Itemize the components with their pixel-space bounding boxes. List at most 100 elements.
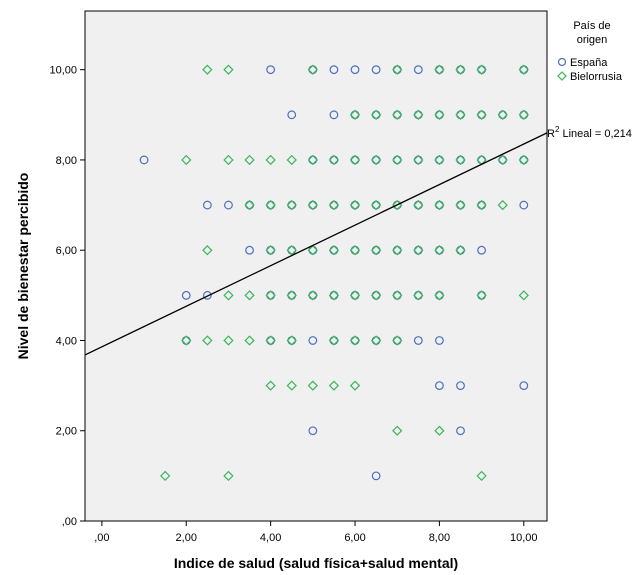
y-tick-label: 8,00: [56, 155, 77, 167]
x-tick-label: 8,00: [429, 532, 450, 544]
data-point-bielorrusia: [370, 245, 382, 256]
data-point-bielorrusia: [265, 335, 276, 346]
x-tick-label: 2,00: [176, 532, 197, 544]
data-point-espana: [477, 245, 487, 255]
data-point-bielorrusia: [392, 290, 403, 301]
x-tick-label: 6,00: [344, 532, 365, 544]
data-point-bielorrusia: [476, 470, 487, 482]
data-point-bielorrusia: [328, 335, 340, 346]
legend-title: origen: [577, 34, 608, 46]
data-point-bielorrusia: [455, 154, 466, 166]
data-point-bielorrusia: [202, 64, 213, 75]
data-point-bielorrusia: [349, 245, 361, 256]
data-point-bielorrusia: [434, 64, 445, 75]
data-point-bielorrusia: [328, 380, 340, 391]
data-point-espana: [287, 110, 297, 120]
data-point-bielorrusia: [328, 290, 340, 301]
data-point-bielorrusia: [286, 199, 297, 211]
data-point-bielorrusia: [223, 154, 234, 166]
data-point-bielorrusia: [286, 335, 297, 346]
data-point-bielorrusia: [286, 380, 297, 391]
data-point-bielorrusia: [307, 64, 318, 75]
data-point-espana: [202, 200, 212, 210]
data-point-bielorrusia: [244, 290, 255, 301]
y-tick-label: 2,00: [56, 426, 77, 438]
data-point-bielorrusia: [455, 245, 466, 256]
data-point-espana: [139, 155, 149, 165]
data-point-bielorrusia: [223, 335, 234, 346]
legend-marker-espana: [557, 57, 567, 67]
data-point-bielorrusia: [476, 199, 487, 211]
legend: País de origen España Bielorrusia: [557, 20, 623, 83]
data-point-espana: [413, 65, 423, 75]
data-point-bielorrusia: [223, 64, 234, 75]
y-axis-title: Nivel de bienestar percibido: [15, 173, 31, 360]
data-point-bielorrusia: [413, 199, 424, 211]
data-point-bielorrusia: [265, 199, 276, 211]
data-point-bielorrusia: [349, 380, 361, 391]
data-point-bielorrusia: [349, 335, 361, 346]
data-point-espana: [413, 336, 423, 345]
data-point-bielorrusia: [202, 335, 213, 346]
data-point-bielorrusia: [455, 199, 466, 211]
plot-area: [84, 10, 548, 522]
data-point-bielorrusia: [265, 245, 276, 256]
data-point-bielorrusia: [392, 154, 403, 166]
data-point-espana: [435, 381, 444, 391]
data-point-espana: [329, 110, 339, 120]
data-point-espana: [202, 290, 212, 300]
y-tick-label: 10,00: [49, 65, 77, 77]
data-point-bielorrusia: [476, 109, 487, 120]
data-point-bielorrusia: [518, 290, 529, 301]
data-point-bielorrusia: [392, 335, 403, 346]
data-point-bielorrusia: [434, 154, 445, 166]
data-point-bielorrusia: [181, 335, 192, 346]
data-point-bielorrusia: [434, 109, 445, 120]
x-tick-label: 10,00: [510, 532, 538, 544]
data-point-espana: [266, 65, 276, 75]
data-point-bielorrusia: [455, 109, 466, 120]
data-point-bielorrusia: [413, 290, 424, 301]
data-point-bielorrusia: [455, 64, 466, 75]
data-point-bielorrusia: [392, 109, 403, 120]
data-point-bielorrusia: [307, 290, 318, 301]
data-point-bielorrusia: [202, 245, 213, 256]
data-point-bielorrusia: [518, 109, 529, 120]
data-point-bielorrusia: [181, 154, 192, 166]
data-point-espana: [519, 381, 529, 391]
data-point-espana: [350, 65, 360, 75]
data-point-bielorrusia: [434, 425, 445, 436]
data-point-bielorrusia: [307, 154, 318, 166]
data-point-bielorrusia: [392, 64, 403, 75]
data-point-bielorrusia: [223, 470, 234, 482]
data-point-bielorrusia: [434, 245, 445, 256]
fit-line-label: R2 Lineal = 0,214: [547, 125, 632, 140]
data-point-espana: [371, 471, 381, 481]
data-point-bielorrusia: [413, 245, 424, 256]
data-point-bielorrusia: [244, 335, 255, 346]
data-point-bielorrusia: [328, 154, 340, 166]
data-point-bielorrusia: [392, 245, 403, 256]
legend-label-bielorrusia: Bielorrusia: [570, 71, 623, 83]
legend-title: País de: [573, 20, 610, 32]
x-axis: ,00 2,00 4,00 6,00 8,00 10,00: [94, 521, 538, 544]
data-point-bielorrusia: [370, 109, 382, 120]
data-point-bielorrusia: [434, 199, 445, 211]
data-point-bielorrusia: [434, 290, 445, 301]
data-point-bielorrusia: [286, 290, 297, 301]
data-point-espana: [329, 65, 339, 75]
y-tick-label: 6,00: [56, 245, 77, 257]
data-point-bielorrusia: [370, 154, 382, 166]
data-point-bielorrusia: [370, 335, 382, 346]
fit-line: [84, 132, 548, 356]
x-tick-label: ,00: [94, 532, 109, 544]
y-tick-label: 4,00: [56, 335, 77, 347]
data-point-espana: [308, 336, 318, 345]
data-point-bielorrusia: [286, 154, 297, 166]
data-point-bielorrusia: [497, 154, 508, 166]
data-point-espana: [308, 426, 318, 436]
data-point-bielorrusia: [349, 154, 361, 166]
x-tick-label: 4,00: [260, 532, 281, 544]
